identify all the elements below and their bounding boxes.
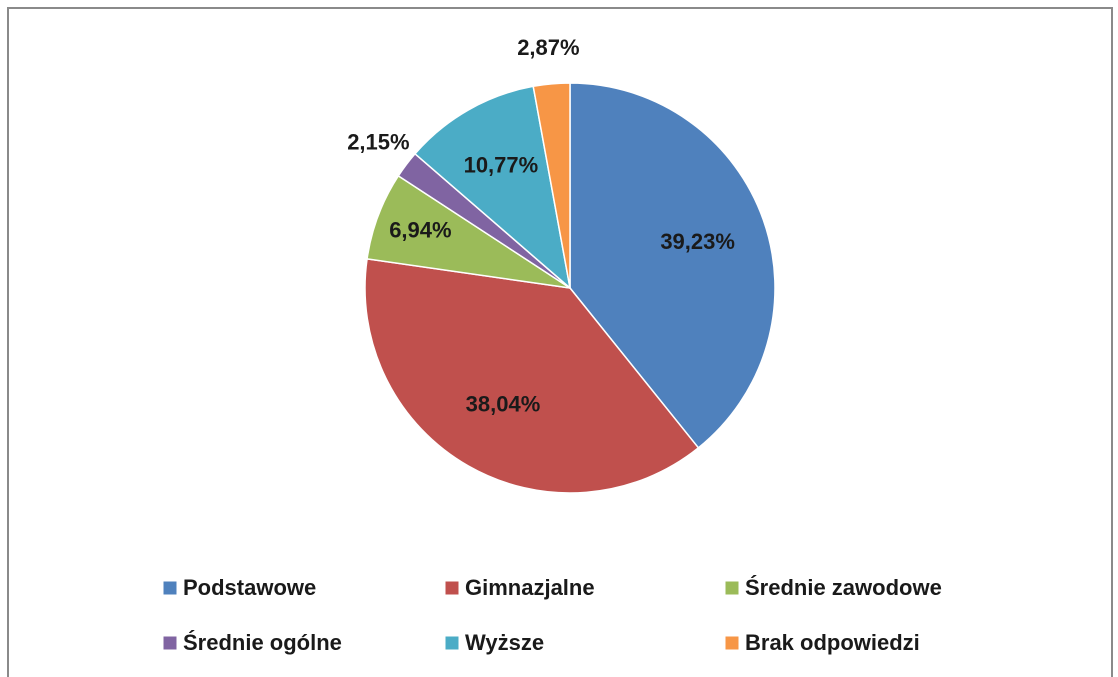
legend-marker — [724, 580, 740, 596]
data-label: 38,04% — [466, 391, 541, 416]
legend-label: Średnie zawodowe — [745, 575, 942, 600]
pie-slice — [532, 82, 571, 289]
legend-label: Średnie ogólne — [183, 630, 342, 655]
pie-slice — [569, 82, 776, 449]
legend-marker — [162, 580, 178, 596]
data-label: 10,77% — [464, 153, 539, 178]
legend-label: Podstawowe — [183, 575, 316, 600]
data-label: 2,87% — [517, 35, 579, 60]
pie-slice — [364, 258, 700, 494]
legend-marker — [444, 580, 460, 596]
legend-marker — [444, 635, 460, 651]
legend-label: Wyższe — [465, 630, 544, 655]
pie-slice — [413, 85, 572, 290]
legend-marker — [162, 635, 178, 651]
data-label: 2,15% — [347, 129, 409, 154]
legend-label: Brak odpowiedzi — [745, 630, 920, 655]
legend-marker — [724, 635, 740, 651]
legend-label: Gimnazjalne — [465, 575, 595, 600]
data-label: 6,94% — [389, 217, 451, 242]
data-label: 39,23% — [660, 229, 735, 254]
